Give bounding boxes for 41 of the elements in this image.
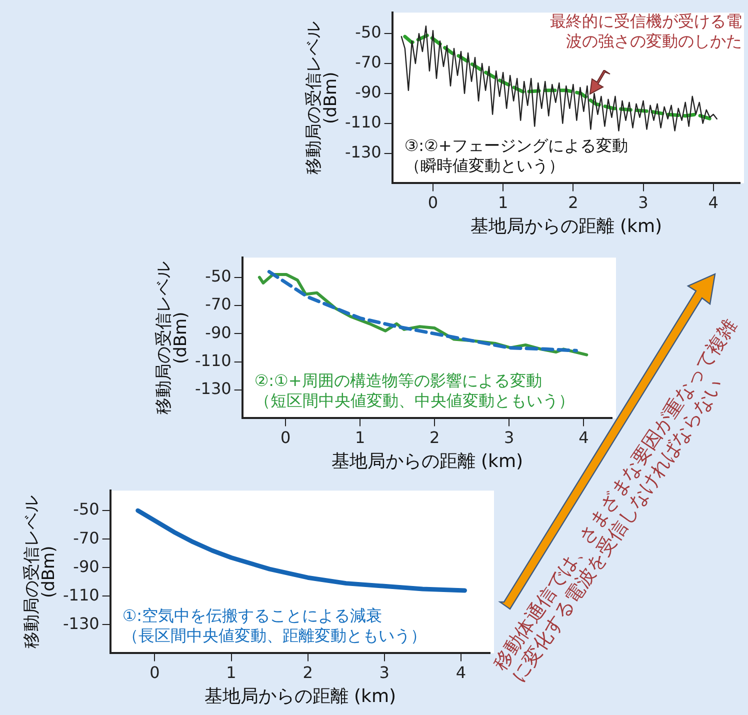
x-axis-title: 基地局からの距離 (km) (470, 216, 662, 237)
x-tick-label: 1 (354, 428, 366, 447)
y-tick-label: -110 (63, 585, 100, 604)
y-tick-label: -50 (355, 22, 382, 42)
x-tick-label: 4 (578, 428, 589, 447)
x-tick-label: 0 (428, 192, 438, 212)
x-tick-label: 1 (498, 192, 508, 212)
y-tick-label: -90 (205, 322, 232, 342)
y-tick-label: -50 (73, 500, 100, 519)
x-tick-label: 2 (302, 662, 313, 682)
y-axis-title: 移動局の受信レベル (dBm) (22, 495, 59, 648)
annotation: ③:②+フェージングによる変動（瞬時値変動という） (404, 136, 628, 176)
x-tick-label: 0 (150, 662, 160, 682)
annotation: 最終的に受信機が受ける電波の強さの変動のしかた (550, 12, 742, 51)
y-tick-label: -110 (345, 112, 382, 132)
y-axis-title: 移動局の受信レベル (dBm) (304, 21, 341, 174)
y-tick-label: -130 (63, 614, 100, 633)
y-tick-label: -110 (195, 351, 232, 370)
y-tick-label: -90 (73, 556, 100, 576)
x-axis-title: 基地局からの距離 (km) (204, 686, 396, 707)
x-tick-label: 1 (226, 662, 236, 682)
x-tick-label: 3 (379, 662, 390, 682)
x-axis-title: 基地局からの距離 (km) (331, 450, 524, 472)
x-tick-label: 4 (456, 662, 466, 682)
y-tick-label: -50 (205, 266, 232, 286)
y-axis-title: 移動局の受信レベル (dBm) (154, 261, 191, 414)
y-tick-label: -130 (345, 142, 382, 162)
x-tick-label: 0 (280, 428, 291, 447)
y-tick-label: -130 (195, 379, 232, 398)
x-tick-label: 3 (504, 428, 514, 447)
y-tick-label: -70 (355, 52, 382, 72)
x-tick-label: 3 (638, 192, 648, 212)
y-tick-label: -70 (73, 528, 100, 548)
y-tick-label: -90 (355, 82, 382, 102)
line-series (403, 33, 712, 121)
x-tick-label: 4 (708, 192, 718, 212)
annotation: ①:空気中を伝搬することによる減衰（長区間中央値変動、距離変動ともいう） (122, 606, 426, 646)
x-tick-label: 2 (568, 192, 578, 212)
y-tick-label: -70 (205, 294, 232, 314)
annotation: ②:①+周囲の構造物等の影響による変動（短区間中央値変動、中央値変動ともいう） (254, 371, 574, 410)
x-tick-label: 2 (430, 428, 440, 447)
